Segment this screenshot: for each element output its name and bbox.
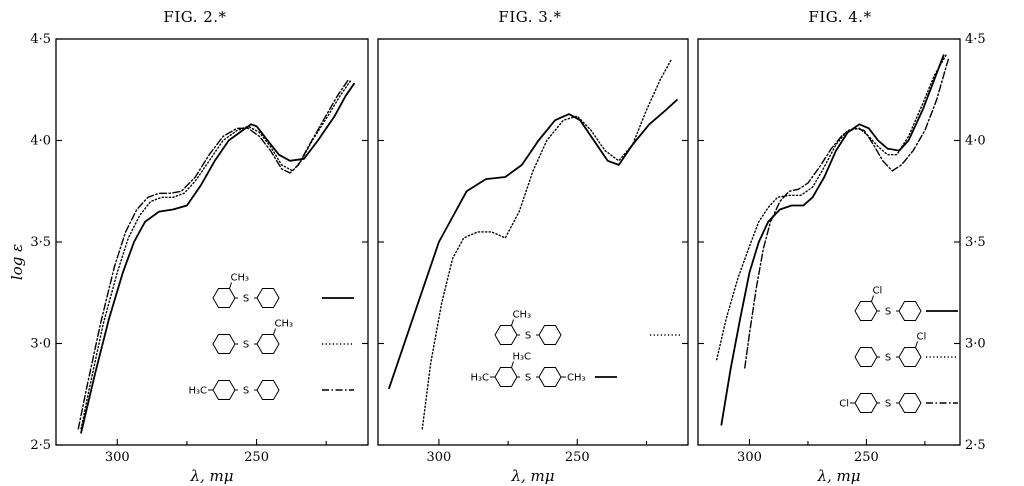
y-tick-label: 3·0	[965, 337, 986, 352]
bond	[511, 319, 514, 326]
legend-entry-1: S CH₃	[212, 272, 354, 308]
legend-entry-3: S H₃C	[188, 380, 354, 400]
x-axis-title: λ, mμ	[816, 467, 860, 485]
bond	[511, 361, 514, 368]
x-tick-label: 300	[105, 450, 130, 465]
y-tick-label: 2·5	[30, 438, 51, 453]
y-tick-label: 2·5	[965, 438, 986, 453]
bond	[915, 341, 918, 348]
series-line-dotted	[421, 58, 673, 430]
series-line-solid	[80, 82, 355, 434]
series-line-solid	[720, 54, 945, 426]
benzene-ring	[212, 380, 236, 400]
substituent-label: Cl	[839, 399, 849, 410]
substituent-label: CH₃	[275, 318, 294, 329]
chart-title: FIG. 2.*	[163, 8, 226, 26]
substituent-label: H₃C	[188, 386, 207, 397]
bond	[229, 282, 232, 289]
plot-frame	[377, 38, 689, 446]
benzene-ring	[898, 301, 922, 321]
sulfur-label: S	[885, 399, 891, 410]
benzene-ring	[494, 367, 518, 387]
substituent-label: Cl	[873, 285, 883, 296]
legend-entry-1: S CH₃	[494, 309, 682, 345]
y-tick-label: 4·5	[30, 32, 51, 47]
sulfur-label: S	[243, 294, 249, 305]
chart-panel-3: FIG. 3.* 300 250 λ, mμ S CH₃ S H₃C H₃C CH₃	[377, 8, 689, 485]
series-line-dotted	[80, 78, 352, 430]
legend-entry-2: S H₃C H₃C CH₃	[470, 351, 617, 387]
y-tick-label: 3·5	[965, 235, 986, 250]
benzene-ring	[256, 380, 280, 400]
y-tick-label: 3·5	[30, 235, 51, 250]
series-line-dashdot	[744, 58, 949, 369]
substituent-label: Cl	[917, 331, 927, 342]
series-line-solid	[388, 99, 678, 390]
chart-title: FIG. 4.*	[808, 8, 871, 26]
substituent-label: CH₃	[567, 373, 586, 384]
x-tick-label: 250	[244, 450, 269, 465]
y-tick-label: 4·5	[965, 32, 986, 47]
sulfur-label: S	[525, 373, 531, 384]
benzene-ring	[538, 325, 562, 345]
y-tick-label: 3·0	[30, 337, 51, 352]
legend-entry-3: S Cl	[839, 393, 958, 413]
substituent-label: CH₃	[513, 309, 532, 320]
plot-frame	[55, 38, 369, 446]
x-tick-label: 300	[737, 450, 762, 465]
legend-entry-2: S CH₃	[212, 318, 354, 354]
x-axis-title: λ, mμ	[510, 467, 554, 485]
y-axis-title: log ε	[8, 244, 26, 280]
series-line-dotted	[716, 54, 947, 361]
benzene-ring	[212, 334, 236, 354]
substituent-label: H₃C	[470, 373, 489, 384]
x-tick-label: 250	[854, 450, 879, 465]
x-axis-title: λ, mμ	[189, 467, 233, 485]
benzene-ring	[256, 334, 280, 354]
x-tick-label: 250	[565, 450, 590, 465]
legend-entry-1: SCl	[854, 285, 958, 321]
y-tick-label: 4·0	[965, 134, 986, 149]
x-tick-label: 300	[426, 450, 451, 465]
bond	[273, 328, 276, 335]
sulfur-label: S	[885, 307, 891, 318]
substituent-label: H₃C	[513, 351, 532, 362]
series-line-dashdot	[77, 78, 350, 430]
plot-frame	[697, 38, 961, 446]
benzene-ring	[256, 288, 280, 308]
y-tick-label: 4·0	[30, 134, 51, 149]
benzene-ring	[212, 288, 236, 308]
benzene-ring	[854, 393, 878, 413]
sulfur-label: S	[885, 353, 891, 364]
benzene-ring	[898, 393, 922, 413]
sulfur-label: S	[243, 386, 249, 397]
benzene-ring	[494, 325, 518, 345]
bond	[871, 295, 874, 302]
benzene-ring	[854, 347, 878, 367]
substituent-label: CH₃	[231, 272, 250, 283]
benzene-ring	[538, 367, 562, 387]
benzene-ring	[854, 301, 878, 321]
benzene-ring	[898, 347, 922, 367]
sulfur-label: S	[243, 340, 249, 351]
chart-title: FIG. 3.*	[498, 8, 561, 26]
legend-entry-2: S Cl	[854, 331, 958, 367]
sulfur-label: S	[525, 331, 531, 342]
